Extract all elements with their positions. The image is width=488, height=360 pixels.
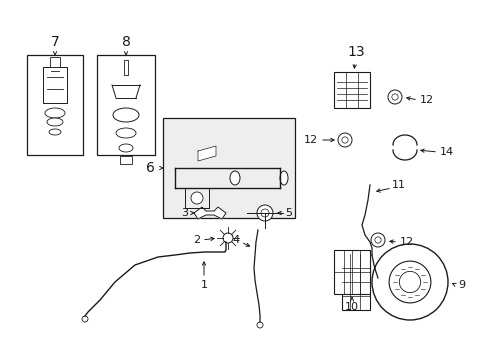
Ellipse shape <box>280 171 287 185</box>
Bar <box>341 254 369 310</box>
Text: 11: 11 <box>391 180 405 190</box>
Polygon shape <box>194 207 225 219</box>
Text: 9: 9 <box>457 280 464 290</box>
Ellipse shape <box>119 144 133 152</box>
Ellipse shape <box>229 171 240 185</box>
Text: 10: 10 <box>345 302 358 312</box>
Circle shape <box>261 209 268 217</box>
Ellipse shape <box>116 128 136 138</box>
Polygon shape <box>198 146 216 161</box>
Bar <box>97 55 155 155</box>
Circle shape <box>191 192 203 204</box>
Circle shape <box>399 271 420 293</box>
Circle shape <box>387 90 401 104</box>
Circle shape <box>370 233 384 247</box>
Circle shape <box>391 94 397 100</box>
Bar <box>124 60 128 75</box>
Text: 13: 13 <box>346 45 364 59</box>
Bar <box>50 57 60 67</box>
Ellipse shape <box>45 108 65 118</box>
Text: 3: 3 <box>181 208 187 218</box>
Text: 6: 6 <box>146 161 155 175</box>
Ellipse shape <box>49 129 61 135</box>
Text: 8: 8 <box>122 35 130 49</box>
Bar <box>163 118 294 218</box>
Bar <box>120 156 132 164</box>
Circle shape <box>374 237 380 243</box>
Circle shape <box>371 244 447 320</box>
Bar <box>333 250 369 294</box>
Text: 7: 7 <box>51 35 59 49</box>
Circle shape <box>257 205 272 221</box>
Circle shape <box>223 233 232 243</box>
Text: 1: 1 <box>200 280 207 290</box>
Ellipse shape <box>47 118 63 126</box>
Circle shape <box>337 133 351 147</box>
Bar <box>43 67 67 103</box>
Bar <box>333 72 369 108</box>
Text: 5: 5 <box>285 208 291 218</box>
Text: 4: 4 <box>232 235 240 245</box>
Circle shape <box>341 137 347 143</box>
Bar <box>27 55 83 155</box>
Circle shape <box>388 261 430 303</box>
Text: 2: 2 <box>192 235 200 245</box>
Text: 12: 12 <box>303 135 317 145</box>
Circle shape <box>257 322 263 328</box>
Circle shape <box>82 316 88 322</box>
Text: 12: 12 <box>419 95 433 105</box>
Ellipse shape <box>113 108 139 122</box>
Text: 12: 12 <box>399 237 413 247</box>
Text: 14: 14 <box>439 147 453 157</box>
